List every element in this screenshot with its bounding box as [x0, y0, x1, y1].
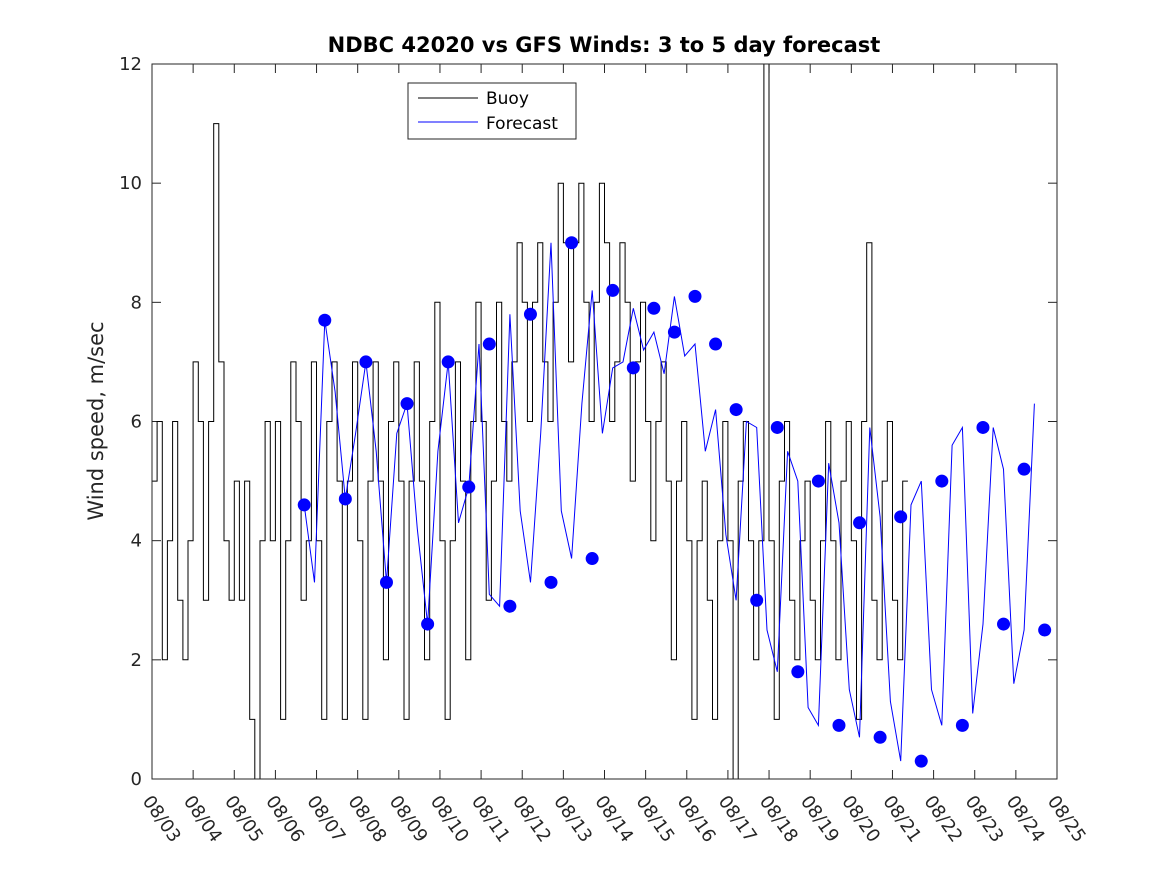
forecast-marker [667, 325, 681, 339]
forecast-marker [811, 474, 825, 488]
y-tick-label: 10 [119, 173, 142, 194]
x-tick-label: 08/17 [714, 792, 761, 847]
forecast-marker [523, 307, 537, 321]
forecast-marker [462, 480, 476, 494]
x-tick-label: 08/10 [426, 792, 473, 847]
forecast-marker [565, 236, 579, 250]
x-tick-label: 08/22 [919, 792, 966, 847]
forecast-marker [935, 474, 949, 488]
x-tick-label: 08/12 [508, 792, 555, 847]
x-tick-label: 08/08 [344, 792, 391, 847]
legend-box [407, 82, 577, 140]
x-tick-label: 08/19 [796, 792, 843, 847]
forecast-marker [853, 516, 867, 530]
x-tick-label: 08/18 [755, 792, 802, 847]
y-tick-labels: 0 2 4 6 8 10 12 [119, 54, 142, 790]
forecast-marker [400, 397, 414, 411]
forecast-marker [1017, 462, 1031, 476]
forecast-marker [585, 552, 599, 566]
forecast-marker [914, 754, 928, 768]
legend-label-buoy: Buoy [486, 89, 529, 109]
forecast-series-line [303, 242, 1035, 762]
y-tick-label: 8 [131, 292, 142, 313]
forecast-markers [297, 236, 1052, 768]
plot-series [152, 63, 1052, 780]
forecast-marker [544, 575, 558, 589]
plot-area-frame [151, 63, 1058, 780]
y-axis-label: Wind speed, m/sec [84, 321, 108, 520]
forecast-marker [503, 599, 517, 613]
x-tick-label: 08/15 [632, 792, 679, 847]
x-tick-label: 08/13 [549, 792, 596, 847]
forecast-marker [606, 283, 620, 297]
x-tick-label: 08/25 [1043, 792, 1090, 847]
forecast-marker [709, 337, 723, 351]
y-tick-label: 2 [131, 650, 142, 671]
forecast-marker [318, 313, 332, 327]
x-tick-label: 08/24 [1002, 792, 1049, 847]
y-tick-label: 6 [131, 412, 142, 433]
x-tick-label: 08/05 [220, 792, 267, 847]
forecast-marker [729, 403, 743, 417]
legend: Buoy Forecast [407, 82, 577, 140]
forecast-marker [976, 420, 990, 434]
x-tick-label: 08/23 [961, 792, 1008, 847]
forecast-marker [791, 665, 805, 679]
forecast-marker [750, 593, 764, 607]
x-tick-label: 08/14 [590, 792, 637, 847]
forecast-marker [832, 718, 846, 732]
x-tick-label: 08/06 [261, 792, 308, 847]
y-tick-label: 12 [119, 54, 142, 75]
y-tick-label: 0 [131, 769, 142, 790]
forecast-marker [770, 420, 784, 434]
x-tick-label: 08/04 [179, 792, 226, 847]
x-tick-label: 08/09 [385, 792, 432, 847]
chart-title: NDBC 42020 vs GFS Winds: 3 to 5 day fore… [328, 33, 881, 57]
x-tick-label: 08/20 [837, 792, 884, 847]
forecast-marker [379, 575, 393, 589]
x-tick-label: 08/21 [878, 792, 925, 847]
x-tick-label: 08/16 [673, 792, 720, 847]
forecast-marker [297, 498, 311, 512]
legend-label-forecast: Forecast [486, 114, 558, 134]
forecast-marker [647, 301, 661, 315]
x-tick-label: 08/11 [467, 792, 514, 847]
forecast-marker [482, 337, 496, 351]
x-tick-label: 08/03 [138, 792, 185, 847]
forecast-marker [1038, 623, 1052, 637]
forecast-marker [338, 492, 352, 506]
buoy-series-line [152, 63, 908, 780]
forecast-marker [894, 510, 908, 524]
y-tick-label: 4 [131, 531, 142, 552]
forecast-marker [359, 355, 373, 369]
forecast-marker [626, 361, 640, 375]
forecast-marker [421, 617, 435, 631]
x-tick-label: 08/07 [302, 792, 349, 847]
x-tick-labels: 08/0308/0408/0508/0608/0708/0808/0908/10… [138, 792, 1090, 847]
forecast-marker [997, 617, 1011, 631]
forecast-marker [873, 730, 887, 744]
forecast-marker [441, 355, 455, 369]
forecast-marker [955, 718, 969, 732]
forecast-marker [688, 289, 702, 303]
